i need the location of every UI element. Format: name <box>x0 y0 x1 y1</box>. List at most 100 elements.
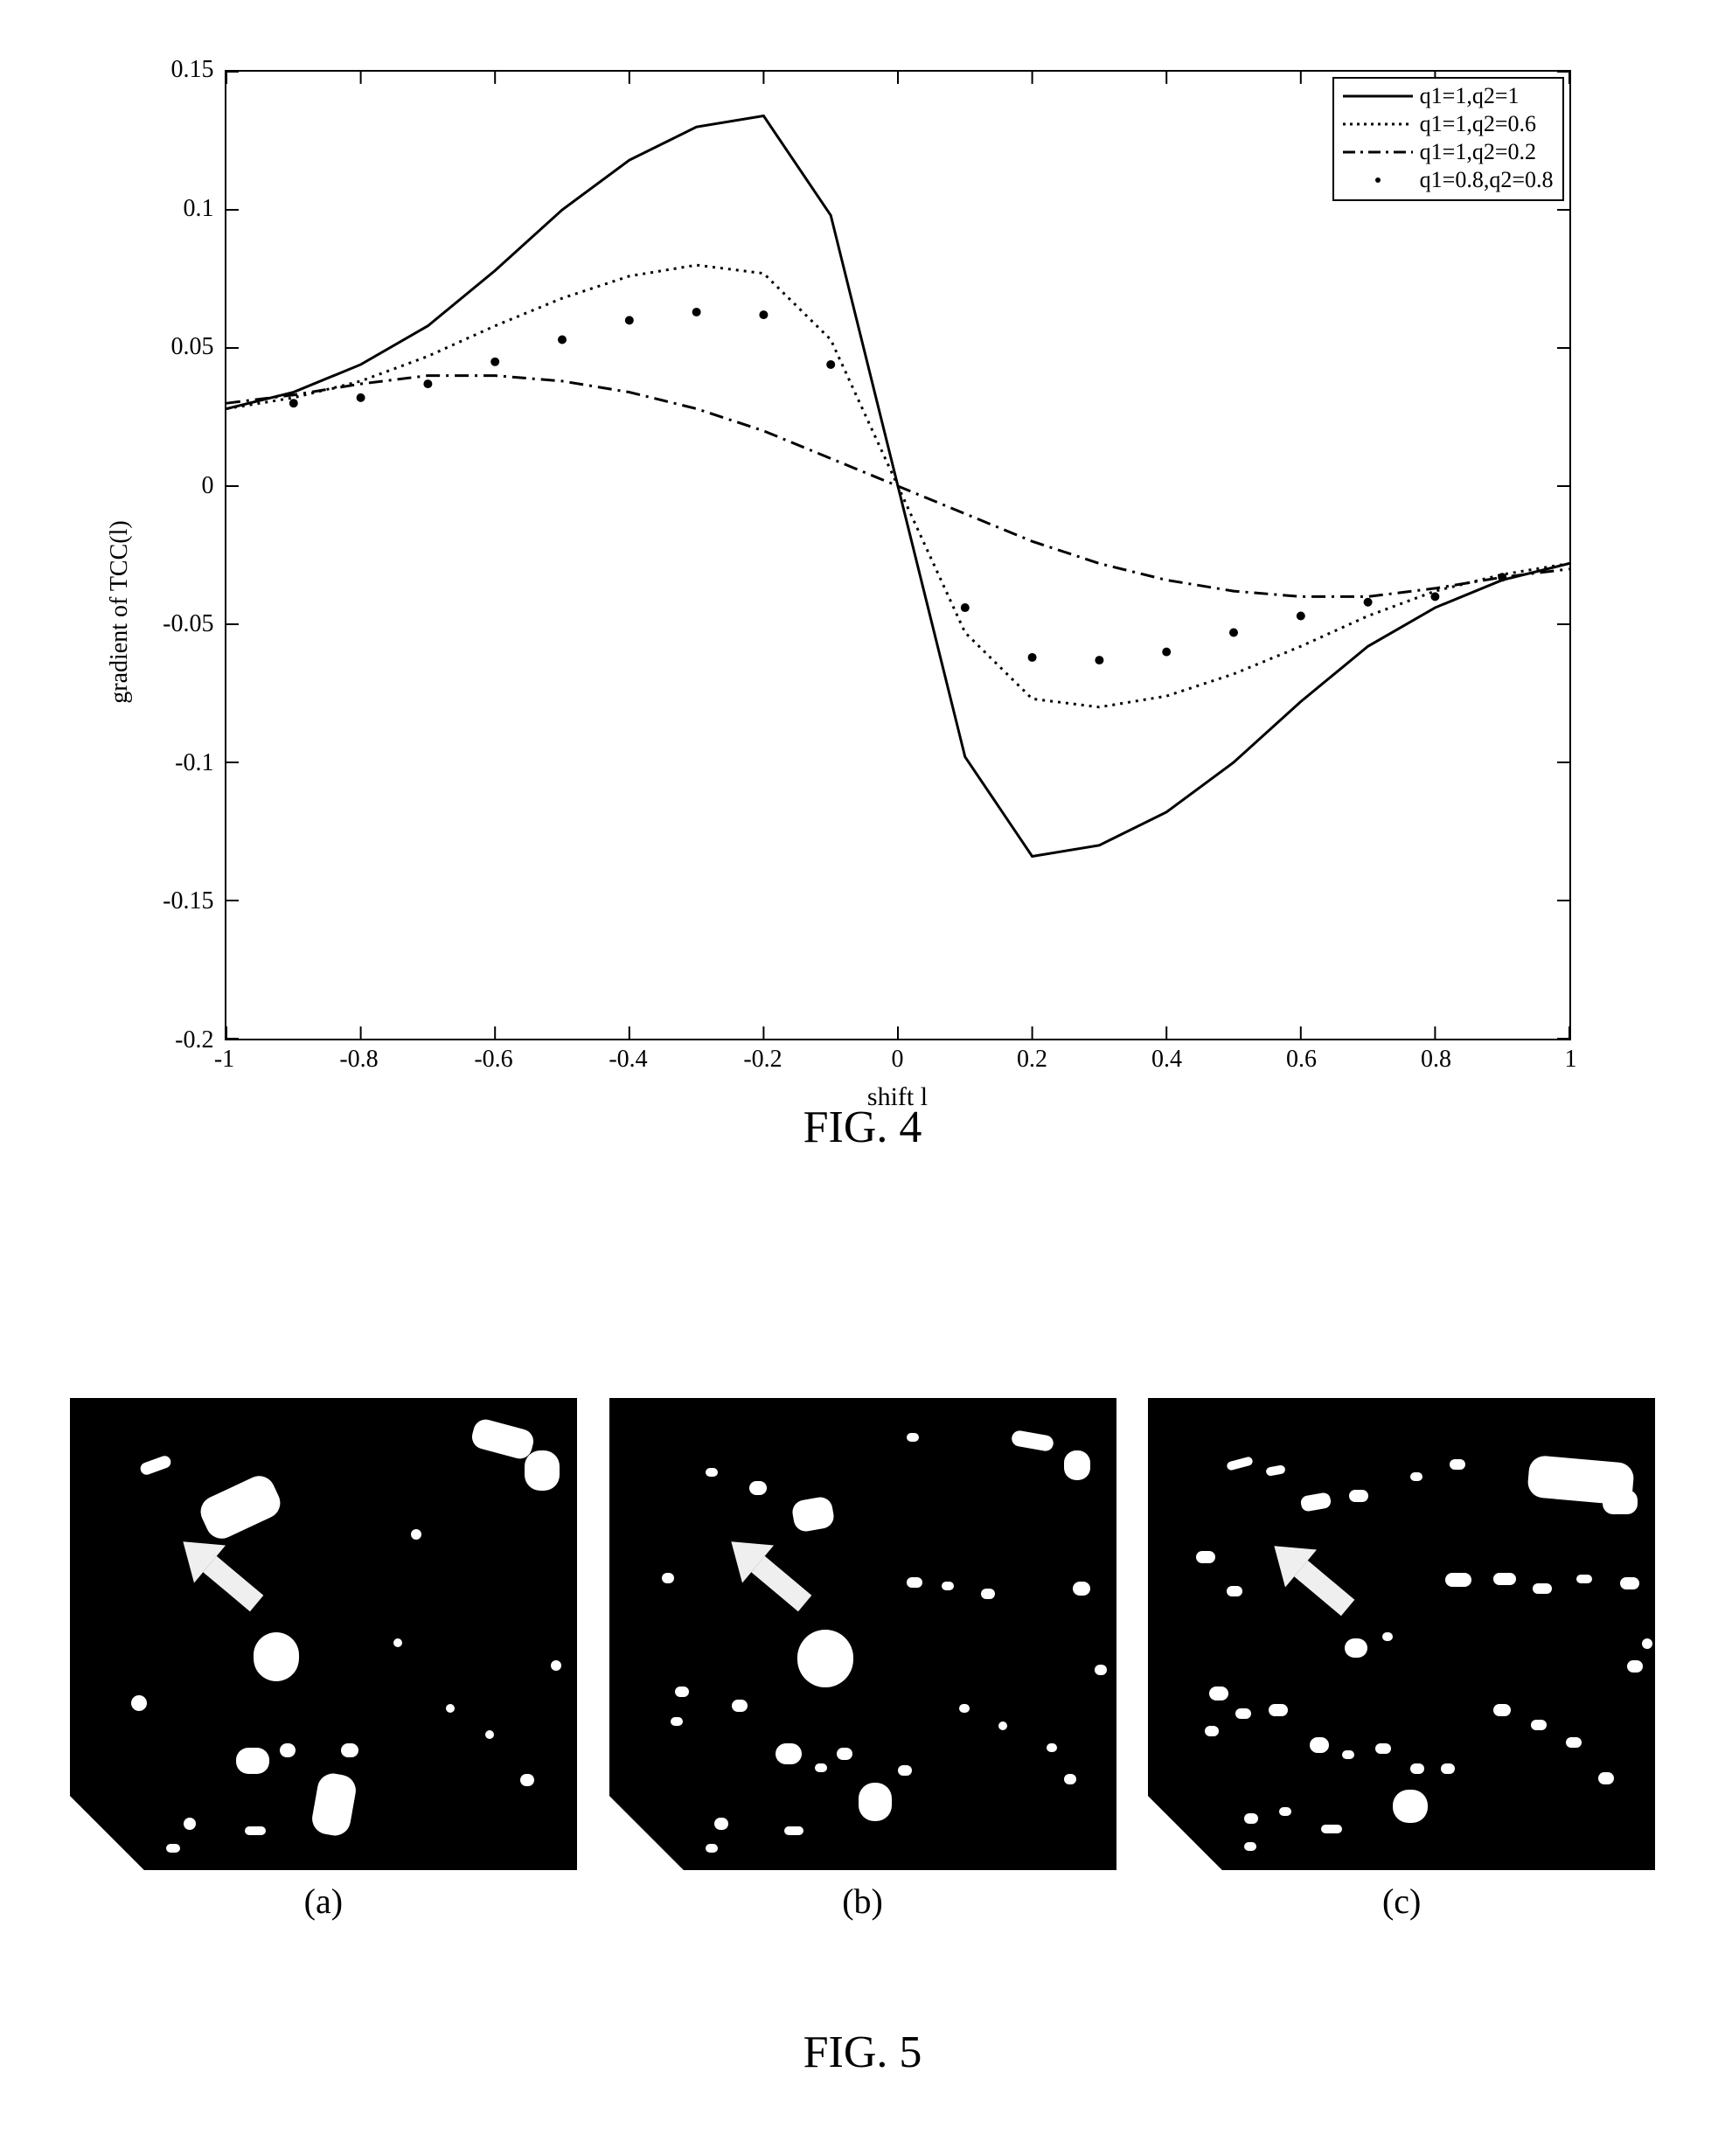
blob <box>236 1748 269 1774</box>
legend-label-2: q1=1,q2=0.2 <box>1420 139 1536 165</box>
blob <box>959 1704 970 1713</box>
blob <box>1642 1638 1652 1649</box>
blob <box>1227 1586 1242 1596</box>
fig4-xtick-label: -0.6 <box>474 1046 512 1074</box>
fig5-panel-col-c: (c) <box>1145 1398 1659 1922</box>
blob <box>1342 1750 1354 1759</box>
blob <box>245 1826 266 1835</box>
fig4-container: q1=1,q2=1 q1=1,q2=0.6 q1=1,q2=0.2 q1=0.8… <box>155 70 1571 1153</box>
page: q1=1,q2=1 q1=1,q2=0.6 q1=1,q2=0.2 q1=0.8… <box>0 70 1725 2078</box>
blob <box>470 1417 536 1462</box>
blob <box>310 1771 358 1839</box>
blob <box>898 1765 912 1776</box>
blob <box>139 1454 173 1476</box>
blob <box>1450 1459 1465 1470</box>
blob <box>1493 1704 1511 1716</box>
blob <box>1410 1472 1422 1481</box>
blob <box>1073 1582 1090 1596</box>
blob <box>1620 1577 1639 1589</box>
blob <box>1300 1492 1332 1513</box>
fig4-caption: FIG. 4 <box>155 1102 1571 1153</box>
legend-row-1: q1=1,q2=0.6 <box>1343 110 1554 138</box>
blob <box>1064 1450 1090 1480</box>
blob <box>732 1700 748 1712</box>
fig4-ytick-label: -0.05 <box>127 610 214 638</box>
blob <box>776 1743 802 1764</box>
fig5-panel-label-c: (c) <box>1382 1881 1421 1922</box>
legend-label-3: q1=0.8,q2=0.8 <box>1420 167 1554 193</box>
legend-swatch-solid <box>1343 86 1413 107</box>
blob <box>551 1660 561 1671</box>
blob <box>1382 1632 1393 1641</box>
blob <box>166 1844 180 1853</box>
fig4-xtick-label: 0 <box>892 1046 904 1074</box>
corner-cut <box>609 1796 684 1870</box>
legend-label-0: q1=1,q2=1 <box>1420 83 1520 109</box>
blob <box>1445 1573 1471 1587</box>
blob <box>706 1468 718 1477</box>
blob <box>1349 1490 1368 1502</box>
fig5-panel-a <box>70 1398 577 1870</box>
blob <box>837 1748 852 1760</box>
fig4-legend: q1=1,q2=1 q1=1,q2=0.6 q1=1,q2=0.2 q1=0.8… <box>1332 77 1564 201</box>
fig4-plot-svg <box>226 72 1569 1039</box>
blob <box>1393 1790 1428 1823</box>
blob <box>1627 1660 1643 1673</box>
fig5-panel-label-a: (a) <box>304 1881 343 1922</box>
fig4-xtick-label: 1 <box>1565 1046 1577 1074</box>
blob <box>662 1573 674 1583</box>
pointer-arrow-icon <box>1249 1516 1353 1621</box>
fig4-xtick-label: 0.8 <box>1421 1046 1451 1074</box>
fig4-ytick-label: -0.2 <box>127 1026 214 1054</box>
fig5-panel-b <box>609 1398 1116 1870</box>
blob <box>1566 1737 1582 1748</box>
blob <box>1493 1573 1516 1585</box>
legend-label-1: q1=1,q2=0.6 <box>1420 111 1536 137</box>
fig5-panel-row: (a) (b) (c) <box>67 1398 1659 1922</box>
legend-row-0: q1=1,q2=1 <box>1343 82 1554 110</box>
blob <box>907 1577 922 1588</box>
blob <box>1244 1842 1256 1851</box>
blob <box>1279 1807 1291 1816</box>
fig4-xtick-label: 0.4 <box>1151 1046 1182 1074</box>
blob <box>784 1826 803 1835</box>
blob <box>675 1687 689 1697</box>
blob <box>1196 1551 1215 1563</box>
blob <box>706 1844 718 1853</box>
corner-cut <box>1148 1796 1222 1870</box>
fig4-xtick-label: -0.2 <box>743 1046 782 1074</box>
blob <box>393 1638 402 1647</box>
legend-swatch-points <box>1343 170 1413 191</box>
fig4-ytick-label: 0 <box>127 472 214 500</box>
blob <box>131 1695 147 1711</box>
blob <box>815 1763 827 1772</box>
fig4-ytick-label: 0.05 <box>127 333 214 361</box>
blob <box>1205 1726 1219 1736</box>
blob <box>1047 1743 1057 1752</box>
fig4-xtick-label: 0.2 <box>1017 1046 1047 1074</box>
blob <box>797 1630 853 1687</box>
blob <box>1603 1490 1638 1514</box>
blob <box>1265 1464 1285 1477</box>
blob <box>1226 1456 1254 1471</box>
blob <box>749 1481 767 1495</box>
legend-swatch-dashdot <box>1343 142 1413 163</box>
blob <box>1235 1708 1251 1719</box>
blob <box>254 1632 299 1681</box>
fig5-caption: FIG. 5 <box>67 2027 1659 2078</box>
fig4-ytick-label: 0.15 <box>127 56 214 84</box>
blob <box>1095 1665 1107 1675</box>
blob <box>998 1721 1007 1730</box>
blob <box>341 1743 358 1757</box>
blob <box>859 1783 892 1821</box>
blob <box>1310 1737 1329 1753</box>
blob <box>1375 1743 1391 1754</box>
fig4-ytick-label: -0.1 <box>127 749 214 777</box>
fig5-container: (a) (b) (c) FIG. 5 <box>67 1398 1659 2078</box>
blob <box>411 1529 421 1540</box>
blob <box>1010 1429 1054 1452</box>
fig5-panel-label-b: (b) <box>842 1881 883 1922</box>
blob <box>1064 1774 1076 1784</box>
fig4-xtick-label: -1 <box>214 1046 234 1074</box>
fig5-panel-c <box>1148 1398 1655 1870</box>
